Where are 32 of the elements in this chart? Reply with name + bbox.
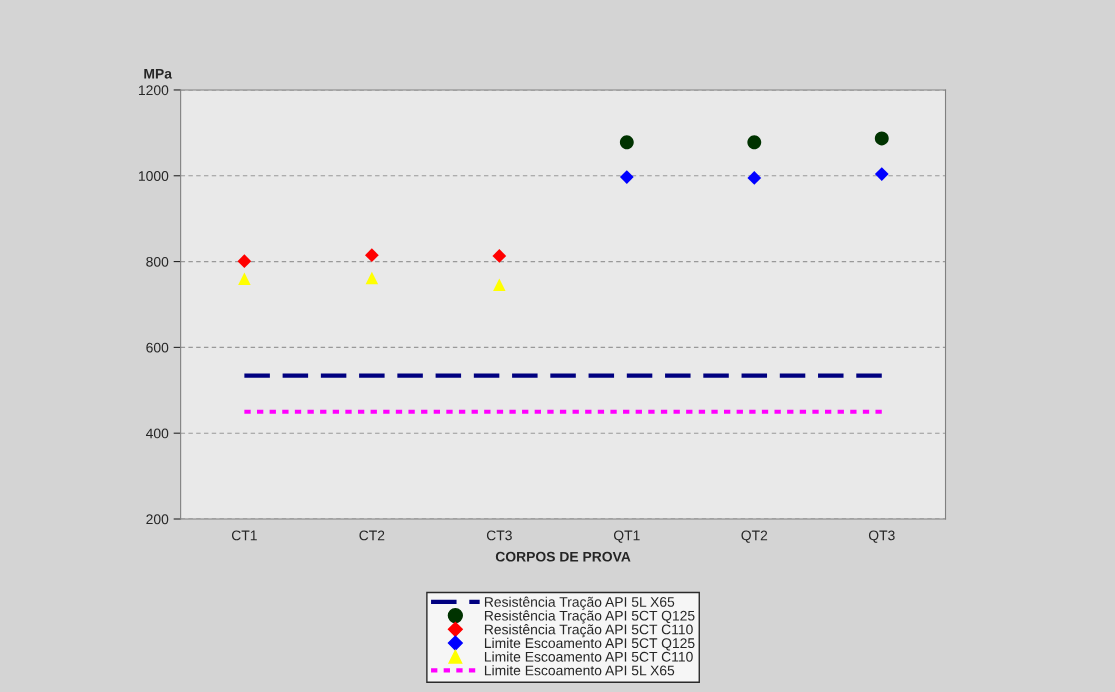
point	[237, 254, 252, 269]
x-tick-label: QT2	[741, 530, 768, 543]
legend-label: Resistência Tração API 5CT C110	[484, 624, 693, 638]
x-tick-label: QT3	[868, 530, 895, 543]
x-tick-label: QT1	[613, 530, 640, 543]
point	[619, 170, 634, 184]
legend-label: Limite Escoamento API 5CT Q125	[484, 637, 695, 651]
legend-label: Resistência Tração API 5CT Q125	[484, 610, 695, 624]
y-axis-title: MPa	[144, 68, 173, 79]
point	[364, 248, 379, 263]
y-tick-label: 1000	[138, 171, 169, 181]
point	[238, 272, 251, 285]
y-tick-label: 1200	[138, 85, 169, 96]
point	[874, 167, 889, 181]
x-axis-title: CORPOS DE PROVA	[495, 551, 631, 562]
legend-label: Limite Escoamento API 5CT C110	[484, 651, 693, 662]
point	[747, 171, 762, 185]
x-tick-label: CT2	[359, 530, 385, 541]
y-tick-label: 400	[145, 428, 169, 439]
point	[492, 249, 507, 263]
point	[619, 135, 634, 150]
y-tick-label: 600	[146, 342, 169, 353]
point	[874, 131, 889, 146]
point	[365, 271, 379, 285]
y-tick-label: 800	[146, 256, 169, 267]
legend-label: Limite Escoamento API 5L X65	[484, 665, 675, 676]
x-tick-label: CT1	[231, 530, 257, 541]
point	[493, 278, 506, 291]
legend-label: Resistência Tração API 5L X65	[484, 596, 675, 610]
x-tick-label: CT3	[486, 530, 512, 541]
y-tick-label: 200	[146, 514, 169, 525]
point	[747, 135, 762, 150]
